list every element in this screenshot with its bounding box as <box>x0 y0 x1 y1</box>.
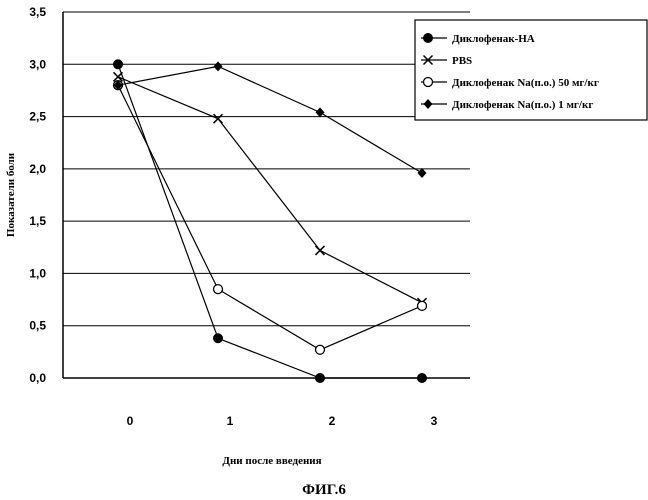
y-axis-title: Показатели боли <box>5 152 17 237</box>
data-point <box>214 334 223 343</box>
data-point <box>316 374 325 383</box>
legend-label: PBS <box>452 55 472 67</box>
series-line <box>118 85 422 350</box>
data-point <box>418 301 427 310</box>
legend-label: Диклофенак Na(п.о.) 1 мг/кг <box>452 99 593 111</box>
data-point <box>114 72 123 81</box>
series-line <box>118 66 422 173</box>
data-point <box>214 285 223 294</box>
legend-marker <box>424 78 433 87</box>
data-point <box>316 345 325 354</box>
legend: Диклофенак-НА PBS Диклофенак Na(п.о.) 50 м… <box>415 20 647 120</box>
data-point <box>114 60 123 69</box>
legend-label: Диклофенак Na(п.о.) 50 мг/кг <box>452 77 599 89</box>
y-tick-label: 0,5 <box>29 319 46 333</box>
legend-label: Диклофенак-НА <box>452 33 535 45</box>
x-axis-title: Дни после введения <box>222 455 321 467</box>
data-point <box>316 107 325 117</box>
y-tick-label: 3,5 <box>29 5 46 19</box>
series-1 <box>114 72 427 307</box>
x-tick-label: 2 <box>329 414 336 428</box>
data-point <box>418 168 427 178</box>
data-point <box>214 61 223 71</box>
x-tick-label: 3 <box>431 414 438 428</box>
x-tick-labels: 0 1 2 3 <box>127 414 438 428</box>
y-tick-labels: 0,0 0,5 1,0 1,5 2,0 2,5 3,0 3,5 <box>29 5 46 385</box>
data-point <box>214 114 223 123</box>
legend-marker <box>424 34 433 43</box>
figure-label: ФИГ.6 <box>302 482 346 498</box>
y-tick-label: 2,0 <box>29 162 46 176</box>
y-tick-label: 2,5 <box>29 110 46 124</box>
y-tick-label: 3,0 <box>29 57 46 71</box>
data-point <box>316 246 325 255</box>
y-tick-label: 1,0 <box>29 266 46 280</box>
data-point <box>418 374 427 383</box>
x-tick-label: 0 <box>127 414 134 428</box>
axes <box>63 12 470 378</box>
y-tick-label: 0,0 <box>29 371 46 385</box>
series-3 <box>114 61 427 178</box>
series-2 <box>114 81 427 355</box>
x-tick-label: 1 <box>227 414 234 428</box>
grid-lines <box>63 12 470 326</box>
y-tick-label: 1,5 <box>29 214 46 228</box>
